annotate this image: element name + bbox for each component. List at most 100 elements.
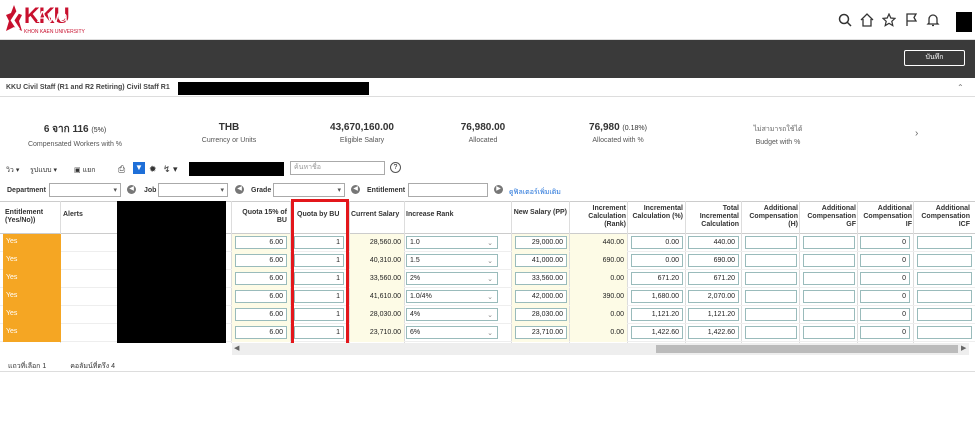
quota-bu-input[interactable]: 1	[294, 308, 344, 321]
job-select[interactable]: ▾	[158, 183, 228, 197]
add-h-input[interactable]	[745, 308, 797, 321]
more-filters-link[interactable]: ดูฟิลเตอร์เพิ่มเติม	[509, 189, 561, 196]
department-nav-icon[interactable]: ◀	[127, 185, 136, 194]
total-inc-input[interactable]: 1,121.20	[688, 308, 739, 321]
entitlement-cell[interactable]: Yes	[3, 270, 61, 288]
entitlement-cell[interactable]: Yes	[3, 306, 61, 324]
add-if-input[interactable]: 0	[860, 290, 910, 303]
add-gf-input[interactable]	[803, 254, 855, 267]
entitlement-cell[interactable]: Yes	[3, 324, 61, 342]
scrollbar-thumb[interactable]	[656, 345, 958, 353]
add-h-input[interactable]	[745, 236, 797, 249]
back-chevron-icon[interactable]: ❮	[8, 9, 24, 29]
add-gf-input[interactable]	[803, 290, 855, 303]
save-button[interactable]: บันทึก	[904, 50, 965, 66]
add-if-input[interactable]: 0	[860, 254, 910, 267]
video-icon[interactable]	[143, 14, 153, 22]
increase-rank-select[interactable]: 6% ⌄	[406, 326, 498, 339]
add-h-input[interactable]	[745, 326, 797, 339]
format-menu[interactable]: รูปแบบ ▾	[30, 167, 58, 174]
quota-bu-input[interactable]: 1	[294, 272, 344, 285]
col-quota-bu[interactable]: Quota by BU	[297, 211, 340, 218]
star-icon[interactable]	[881, 12, 897, 27]
new-salary-input[interactable]: 42,000.00	[515, 290, 567, 303]
new-salary-input[interactable]: 33,560.00	[515, 272, 567, 285]
increase-rank-select[interactable]: 2% ⌄	[406, 272, 498, 285]
kku-logo[interactable]: KKU KHON KAEN UNIVERSITY	[4, 3, 104, 37]
quota-bu-input[interactable]: 1	[294, 236, 344, 249]
entitlement-cell[interactable]: Yes	[3, 288, 61, 306]
total-inc-input[interactable]: 1,422.60	[688, 326, 739, 339]
col-entitlement[interactable]: Entitlement (Yes/No))	[5, 209, 44, 224]
quota15-input[interactable]: 6.00	[235, 326, 287, 339]
increase-rank-select[interactable]: 1.5 ⌄	[406, 254, 498, 267]
col-quota15[interactable]: Quota 15% of BU	[242, 209, 287, 224]
entitlement-cell[interactable]: Yes	[3, 234, 61, 252]
quota15-input[interactable]: 6.00	[235, 272, 287, 285]
add-icf-input[interactable]	[917, 308, 972, 321]
col-add-if[interactable]: Additional Compensation IF	[863, 205, 912, 228]
pct-calc-input[interactable]: 1,121.20	[631, 308, 683, 321]
increase-rank-select[interactable]: 1.0 ⌄	[406, 236, 498, 249]
add-gf-input[interactable]	[803, 272, 855, 285]
col-total-inc[interactable]: Total Incremental Calculation	[699, 205, 739, 228]
new-salary-input[interactable]: 41,000.00	[515, 254, 567, 267]
quota15-input[interactable]: 6.00	[235, 308, 287, 321]
add-if-input[interactable]: 0	[860, 308, 910, 321]
collapse-chevron-icon[interactable]: ⌃	[957, 83, 964, 92]
table-row[interactable]: Yes 6.00 1 40,310.00 1.5 ⌄ 41,000.00 690.00 0.00…	[0, 252, 975, 270]
quota15-input[interactable]: 6.00	[235, 290, 287, 303]
add-icf-input[interactable]	[917, 290, 972, 303]
grade-select[interactable]: ▾	[273, 183, 345, 197]
filter-icon[interactable]: ▼	[133, 162, 145, 174]
add-gf-input[interactable]	[803, 236, 855, 249]
view-menu[interactable]: วิว ▾	[6, 167, 20, 174]
add-icf-input[interactable]	[917, 254, 972, 267]
quota-bu-input[interactable]: 1	[294, 326, 344, 339]
freeze-icon[interactable]: ✹	[149, 164, 157, 174]
col-current-salary[interactable]: Current Salary	[351, 211, 400, 218]
quota-bu-input[interactable]: 1	[294, 254, 344, 267]
total-inc-input[interactable]: 2,070.00	[688, 290, 739, 303]
total-inc-input[interactable]: 671.20	[688, 272, 739, 285]
quota-bu-input[interactable]: 1	[294, 290, 344, 303]
col-add-h[interactable]: Additional Compensation (H)	[749, 205, 798, 228]
bell-icon[interactable]	[926, 13, 940, 27]
add-h-input[interactable]	[745, 290, 797, 303]
pct-calc-input[interactable]: 1,422.60	[631, 326, 683, 339]
wrap-icon[interactable]: ↯ ▾	[163, 164, 178, 174]
new-salary-input[interactable]: 29,000.00	[515, 236, 567, 249]
add-gf-input[interactable]	[803, 308, 855, 321]
col-inc-calc-rank[interactable]: Increment Calculation (Rank)	[588, 205, 626, 228]
total-inc-input[interactable]: 690.00	[688, 254, 739, 267]
entitlement-nav-icon[interactable]: ▶	[494, 185, 503, 194]
table-row[interactable]: Yes 6.00 1 33,560.00 2% ⌄ 33,560.00 0.00 671.20 6…	[0, 270, 975, 288]
new-salary-input[interactable]: 28,030.00	[515, 308, 567, 321]
help-icon[interactable]: ?	[390, 162, 401, 173]
increase-rank-select[interactable]: 1.0/4% ⌄	[406, 290, 498, 303]
increase-rank-select[interactable]: 4% ⌄	[406, 308, 498, 321]
add-h-input[interactable]	[745, 254, 797, 267]
col-add-icf[interactable]: Additional Compensation ICF	[921, 205, 970, 228]
table-row[interactable]: Yes 6.00 1 28,560.00 1.0 ⌄ 29,000.00 440.00 0.00…	[0, 234, 975, 252]
user-avatar[interactable]	[956, 12, 972, 32]
add-if-input[interactable]: 0	[860, 236, 910, 249]
quota15-input[interactable]: 6.00	[235, 254, 287, 267]
entitlement-input[interactable]	[408, 183, 488, 197]
help-icon[interactable]: ?	[161, 13, 172, 24]
pct-calc-input[interactable]: 0.00	[631, 254, 683, 267]
table-row[interactable]: Yes 6.00 1 23,710.00 6% ⌄ 23,710.00 0.00 1,422.6…	[0, 324, 975, 342]
home-icon[interactable]	[860, 13, 874, 27]
department-select[interactable]: ▾	[49, 183, 121, 197]
add-gf-input[interactable]	[803, 326, 855, 339]
add-icf-input[interactable]	[917, 326, 972, 339]
add-icf-input[interactable]	[917, 272, 972, 285]
new-salary-input[interactable]: 23,710.00	[515, 326, 567, 339]
total-inc-input[interactable]: 440.00	[688, 236, 739, 249]
flag-icon[interactable]	[904, 13, 918, 27]
add-h-input[interactable]	[745, 272, 797, 285]
col-add-gf[interactable]: Additional Compensation GF	[807, 205, 856, 228]
col-new-salary[interactable]: New Salary (PP)	[513, 209, 567, 216]
scroll-right-icon[interactable]: ▶	[961, 345, 967, 352]
pct-calc-input[interactable]: 0.00	[631, 236, 683, 249]
